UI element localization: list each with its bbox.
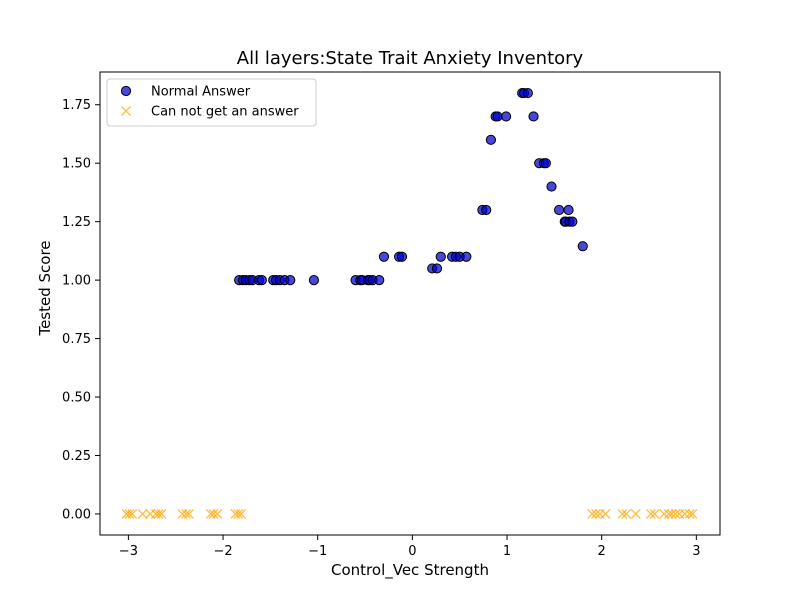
data-point: [461, 251, 472, 262]
data-point: [492, 111, 503, 122]
x-tick-label: 2: [598, 544, 606, 559]
x-tick-label: −3: [119, 544, 138, 559]
x-tick-label: −2: [213, 544, 232, 559]
plot-area: [121, 87, 698, 519]
data-point-x: [124, 508, 135, 519]
data-point: [378, 251, 390, 262]
series-normal-answer: [234, 87, 588, 286]
x-tick-label: −1: [308, 544, 327, 559]
series-no-answer: [121, 508, 698, 519]
y-axis-label: Tested Score: [36, 240, 54, 336]
y-tick-label: 1.50: [62, 157, 91, 172]
data-point-x: [670, 508, 681, 519]
data-point: [563, 204, 574, 216]
data-point-x: [600, 508, 611, 519]
data-point: [540, 158, 551, 169]
data-point-x: [236, 508, 246, 519]
data-point-x: [137, 508, 148, 519]
plot-frame: [99, 71, 721, 536]
y-tick-label: 1.25: [62, 215, 91, 230]
x-tick-label: 0: [408, 544, 416, 559]
y-axis-ticks: 0.00 0.25 0.50 0.75 1.00 1.25 1.50 1.75: [62, 98, 100, 522]
y-tick-label: 0.25: [62, 449, 91, 464]
data-point-x: [645, 508, 656, 519]
legend-marker-x: [121, 106, 131, 116]
data-point: [553, 204, 565, 216]
x-tick-label: 1: [503, 544, 511, 559]
data-point: [528, 111, 539, 122]
legend-label: Can not get an answer: [151, 105, 299, 120]
legend-box: [106, 78, 317, 127]
data-point-x: [659, 508, 670, 519]
chart-title: All layers:State Trait Anxiety Inventory: [237, 48, 584, 69]
data-point-x: [666, 508, 677, 519]
y-tick-label: 1.75: [62, 98, 91, 113]
data-point-x: [630, 508, 641, 519]
y-tick-label: 1.00: [62, 274, 91, 289]
data-point: [567, 216, 578, 227]
data-point: [500, 111, 512, 122]
data-point: [546, 181, 557, 192]
data-point-x: [617, 508, 628, 519]
data-point-x: [680, 508, 690, 519]
data-point: [522, 87, 533, 99]
data-point-x: [156, 508, 167, 519]
x-axis-ticks: −3 −2 −1 0 1 2 3: [119, 535, 700, 559]
y-tick-label: 0.00: [62, 507, 91, 522]
data-point-x: [649, 508, 660, 519]
data-point: [256, 275, 267, 286]
data-point-x: [181, 508, 192, 519]
legend-marker-circle: [120, 85, 132, 97]
data-point: [481, 204, 492, 216]
data-point-x: [591, 508, 601, 519]
y-tick-label: 0.50: [62, 391, 91, 406]
data-point: [374, 275, 385, 286]
data-point-x: [621, 508, 632, 519]
data-point-x: [687, 508, 698, 519]
x-tick-label: 3: [692, 544, 700, 559]
data-point-x: [127, 508, 138, 519]
data-point: [431, 263, 443, 274]
data-point: [485, 134, 497, 145]
data-point-x: [184, 508, 194, 519]
legend: Normal Answer Can not get an answer: [106, 78, 317, 127]
data-point: [308, 275, 320, 286]
data-point: [285, 275, 296, 286]
data-point-x: [208, 508, 219, 519]
data-point-x: [684, 508, 695, 519]
data-point: [577, 241, 588, 252]
data-point-x: [212, 508, 223, 519]
data-point: [396, 251, 408, 262]
data-point: [435, 251, 446, 262]
x-axis-label: Control_Vec Strength: [331, 561, 489, 580]
y-tick-label: 0.75: [62, 332, 91, 347]
data-point-x: [153, 508, 164, 519]
legend-label: Normal Answer: [151, 85, 251, 100]
data-point-x: [233, 508, 244, 519]
data-point-x: [587, 508, 598, 519]
